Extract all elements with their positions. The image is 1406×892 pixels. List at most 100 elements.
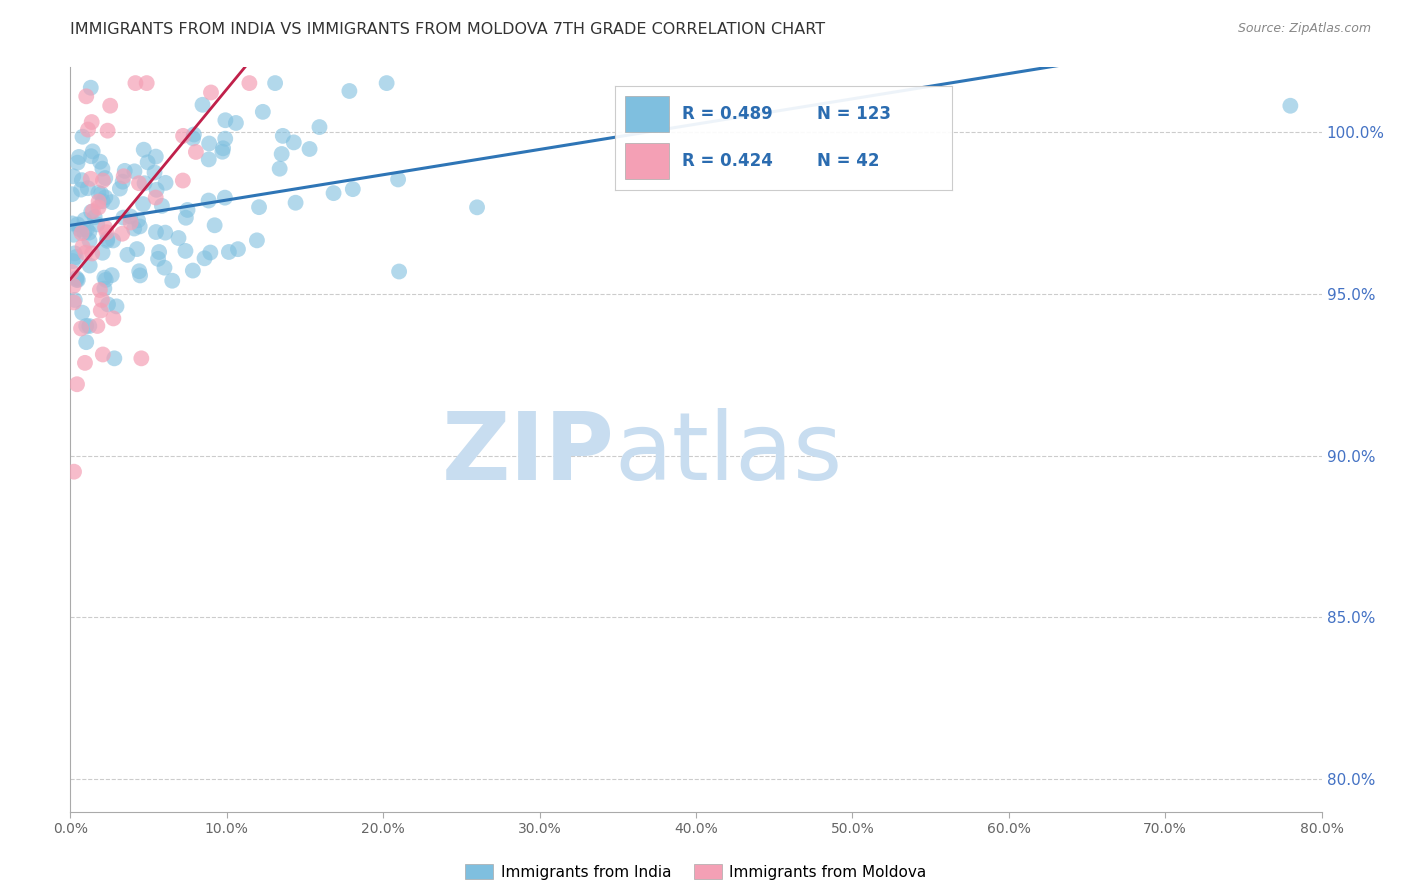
Point bbox=[342, 182, 364, 196]
Point bbox=[269, 161, 291, 176]
Text: IMMIGRANTS FROM INDIA VS IMMIGRANTS FROM MOLDOVA 7TH GRADE CORRELATION CHART: IMMIGRANTS FROM INDIA VS IMMIGRANTS FROM… bbox=[70, 22, 825, 37]
Legend: Immigrants from India, Immigrants from Moldova: Immigrants from India, Immigrants from M… bbox=[460, 858, 932, 886]
Point bbox=[128, 176, 150, 190]
Point bbox=[62, 227, 84, 242]
Point bbox=[167, 231, 190, 245]
Point bbox=[89, 154, 111, 169]
Point bbox=[172, 173, 194, 187]
Point bbox=[75, 318, 97, 333]
Point bbox=[150, 199, 173, 213]
Point bbox=[98, 99, 121, 113]
Point bbox=[62, 279, 84, 293]
Point bbox=[103, 351, 125, 366]
Point bbox=[252, 104, 274, 119]
Point bbox=[70, 173, 93, 187]
Point bbox=[176, 202, 198, 217]
Point bbox=[87, 194, 110, 209]
Point bbox=[79, 319, 101, 334]
Point bbox=[162, 274, 184, 288]
Point bbox=[76, 181, 98, 195]
Point bbox=[70, 183, 93, 197]
Point bbox=[101, 195, 124, 210]
Point bbox=[134, 176, 156, 190]
Point bbox=[136, 155, 159, 169]
Point bbox=[65, 273, 87, 287]
Point bbox=[80, 80, 103, 95]
Point bbox=[183, 128, 205, 142]
Point bbox=[284, 195, 307, 210]
Point bbox=[124, 76, 146, 90]
Point bbox=[143, 165, 166, 179]
Text: atlas: atlas bbox=[614, 409, 842, 500]
Point bbox=[145, 225, 167, 239]
Point bbox=[79, 259, 101, 273]
Point bbox=[76, 222, 98, 236]
Point bbox=[73, 356, 96, 370]
Point bbox=[93, 281, 115, 295]
Point bbox=[90, 186, 112, 201]
Point bbox=[94, 273, 117, 287]
Point bbox=[204, 219, 226, 233]
Point bbox=[101, 234, 124, 248]
Point bbox=[89, 283, 111, 297]
Point bbox=[191, 97, 214, 112]
Point bbox=[82, 246, 104, 260]
Text: Source: ZipAtlas.com: Source: ZipAtlas.com bbox=[1237, 22, 1371, 36]
Point bbox=[135, 76, 157, 90]
Point bbox=[73, 226, 96, 240]
Point bbox=[214, 113, 236, 128]
Point bbox=[146, 252, 169, 266]
Point bbox=[120, 210, 142, 224]
Point bbox=[75, 245, 97, 260]
Point bbox=[181, 131, 204, 145]
Point bbox=[62, 254, 84, 268]
Point bbox=[66, 273, 89, 287]
Point bbox=[67, 150, 90, 164]
Point bbox=[155, 176, 177, 190]
Point bbox=[465, 200, 488, 214]
Point bbox=[70, 226, 93, 240]
Point bbox=[283, 136, 305, 150]
Point bbox=[197, 153, 219, 167]
Point bbox=[114, 164, 136, 178]
Point bbox=[174, 244, 197, 258]
Point bbox=[80, 171, 103, 186]
Point bbox=[73, 212, 96, 227]
Point bbox=[214, 131, 236, 145]
Point bbox=[63, 293, 86, 307]
Text: ZIP: ZIP bbox=[441, 409, 614, 500]
Point bbox=[218, 244, 240, 259]
Point bbox=[82, 145, 104, 159]
Point bbox=[388, 264, 411, 278]
Point bbox=[375, 76, 398, 90]
Point bbox=[80, 115, 103, 129]
Point bbox=[72, 129, 94, 144]
Point bbox=[214, 191, 236, 205]
Point bbox=[200, 245, 222, 260]
Point bbox=[93, 270, 115, 285]
Point bbox=[112, 169, 135, 184]
Point bbox=[86, 218, 108, 232]
Point bbox=[337, 84, 360, 98]
Point bbox=[174, 211, 197, 225]
Point bbox=[211, 145, 233, 159]
Point bbox=[97, 297, 120, 311]
Point bbox=[66, 377, 89, 392]
Point bbox=[77, 226, 100, 240]
Point bbox=[79, 234, 101, 248]
Point bbox=[69, 222, 91, 236]
Point bbox=[60, 265, 83, 279]
Point bbox=[128, 264, 150, 278]
Point bbox=[96, 234, 118, 248]
Point bbox=[129, 268, 152, 283]
Point bbox=[148, 245, 170, 260]
Point bbox=[94, 220, 117, 235]
Point bbox=[91, 293, 114, 307]
Point bbox=[91, 194, 114, 209]
Point bbox=[66, 155, 89, 169]
Point bbox=[112, 211, 135, 225]
Point bbox=[66, 218, 89, 232]
Point bbox=[238, 76, 260, 90]
Point bbox=[94, 171, 117, 186]
Point bbox=[197, 194, 219, 208]
